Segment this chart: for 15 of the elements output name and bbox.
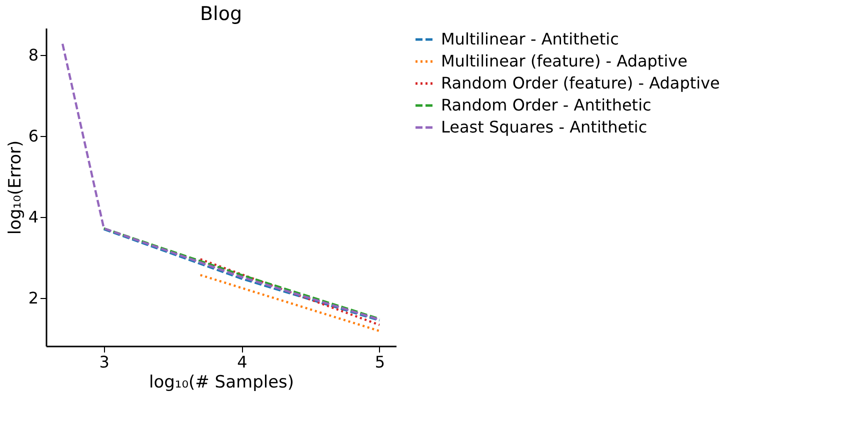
legend-label: Random Order (feature) - Adaptive [441,74,720,92]
y-tick-label: 8 [28,45,38,64]
y-axis-title: log₁₀(Error) [5,140,26,235]
x-tick-label: 5 [374,352,386,372]
x-tick-label: 4 [237,352,248,372]
legend-label: Least Squares - Antithetic [441,118,648,136]
chart-title: Blog [200,3,242,25]
legend-label: Multilinear - Antithetic [441,30,619,48]
y-tick-label: 6 [28,126,38,146]
y-tick-label: 2 [28,288,38,308]
legend-label: Random Order - Antithetic [441,96,652,114]
x-tick-label: 3 [99,352,110,372]
x-axis-title: log₁₀(# Samples) [148,372,294,392]
legend-label: Multilinear (feature) - Adaptive [441,52,688,70]
y-tick-label: 4 [28,208,38,227]
